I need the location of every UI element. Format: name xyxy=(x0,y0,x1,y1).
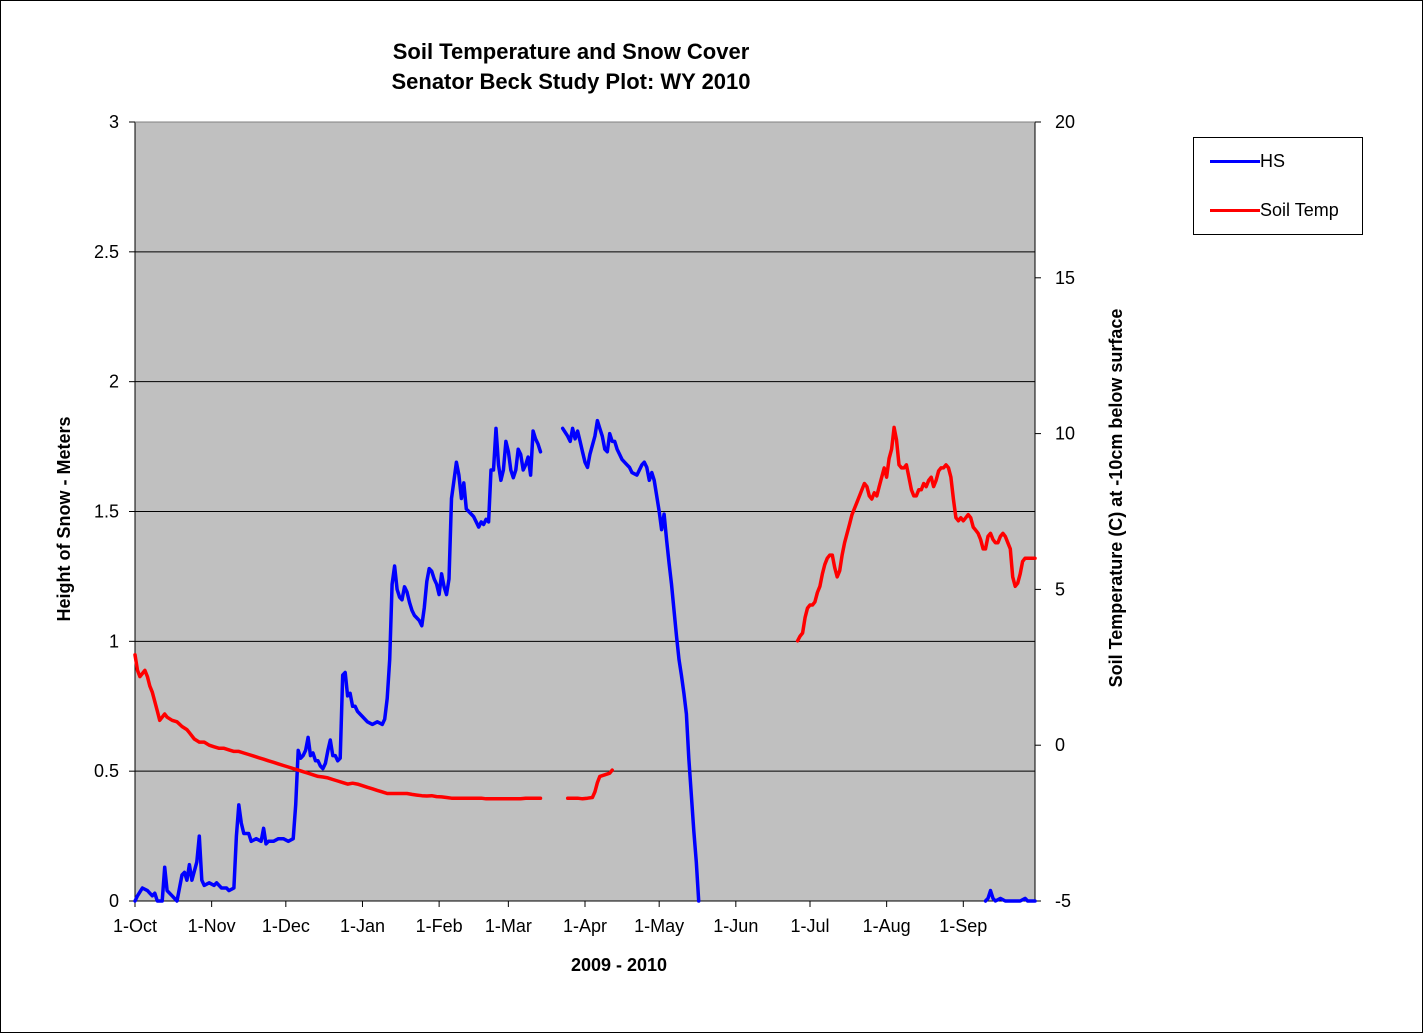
chart-title: Soil Temperature and Snow Cover xyxy=(392,39,750,64)
series-line-hs xyxy=(560,418,701,903)
series-line-hs xyxy=(983,888,1037,903)
y2-tick-label: 5 xyxy=(1055,579,1065,599)
series-line-soil-temp xyxy=(565,768,614,801)
x-tick-label: 1-Oct xyxy=(113,916,157,936)
y-tick-label: 1 xyxy=(109,631,119,651)
x-tick-label: 1-Apr xyxy=(563,916,607,936)
y2-axis-title: Soil Temperature (C) at -10cm below surf… xyxy=(1106,309,1126,688)
legend-swatch-hs xyxy=(1210,159,1260,163)
x-tick-label: 1-Sep xyxy=(939,916,987,936)
y-axis-title: Height of Snow - Meters xyxy=(54,416,74,621)
legend-item-hs: HS xyxy=(1210,151,1285,171)
x-tick-label: 1-Jan xyxy=(340,916,385,936)
x-tick-label: 1-Feb xyxy=(416,916,463,936)
y2-tick-label: 20 xyxy=(1055,112,1075,132)
x-tick-label: 1-Dec xyxy=(262,916,310,936)
y-tick-label: 0.5 xyxy=(94,761,119,781)
y2-tick-label: 10 xyxy=(1055,424,1075,444)
chart-subtitle: Senator Beck Study Plot: WY 2010 xyxy=(391,69,751,94)
legend-label-soil-temp: Soil Temp xyxy=(1260,199,1339,220)
series-line-hs xyxy=(133,426,543,903)
y-tick-label: 3 xyxy=(109,112,119,132)
axes xyxy=(129,121,1041,907)
x-tick-label: 1-Aug xyxy=(863,916,911,936)
x-tick-label: 1-Nov xyxy=(188,916,236,936)
legend-label-hs: HS xyxy=(1260,150,1286,171)
series-line-soil-temp xyxy=(133,653,543,801)
x-tick-label: 1-May xyxy=(634,916,684,936)
y-tick-label: 2 xyxy=(109,372,119,392)
x-tick-label: 1-Mar xyxy=(485,916,532,936)
tick-labels: 0 0.5 1 1.5 2 2.5 3 -5 0 5 10 15 20 1-Oct 1-Nov 1-Dec 1-… xyxy=(94,112,1075,936)
x-tick-label: 1-Jul xyxy=(790,916,829,936)
legend-item-soil-temp: Soil Temp xyxy=(1210,200,1339,220)
series-line-soil-temp xyxy=(795,425,1037,643)
legend-swatch-soil-temp xyxy=(1210,208,1260,212)
legend: HS Soil Temp xyxy=(1193,137,1363,235)
y2-tick-label: 15 xyxy=(1055,268,1075,288)
y-tick-label: 2.5 xyxy=(94,242,119,262)
y-tick-label: 1.5 xyxy=(94,502,119,522)
x-tick-label: 1-Jun xyxy=(713,916,758,936)
x-axis-title: 2009 - 2010 xyxy=(571,955,667,975)
series-layer xyxy=(133,418,1037,903)
y2-tick-label: -5 xyxy=(1055,891,1071,911)
y-tick-label: 0 xyxy=(109,891,119,911)
y2-tick-label: 0 xyxy=(1055,735,1065,755)
